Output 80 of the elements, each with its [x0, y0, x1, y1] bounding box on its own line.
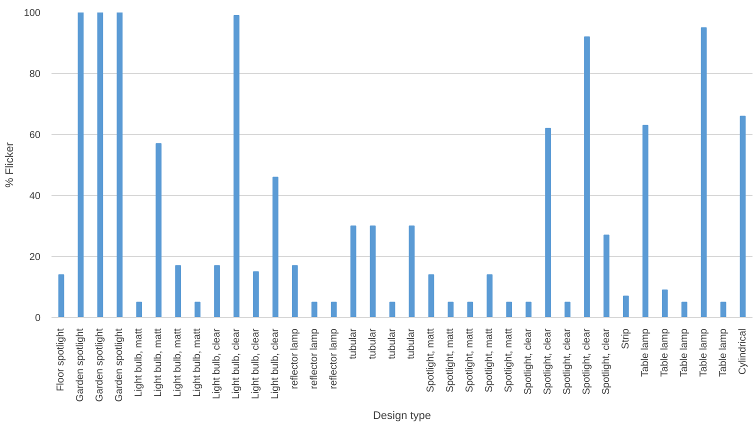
bar	[350, 226, 356, 318]
x-tick-label: Light bulb, clear	[212, 328, 223, 400]
bar	[370, 226, 376, 318]
bar	[604, 234, 610, 318]
y-tick-label: 0	[34, 313, 41, 324]
x-tick-label: Spotlight, clear	[562, 328, 574, 395]
bar	[389, 302, 396, 318]
x-tick-label: tubular	[406, 328, 418, 360]
bar	[584, 36, 590, 318]
x-tick-label: Spotlight, matt	[464, 328, 476, 392]
x-tick-label: Spotlight, matt	[426, 328, 437, 392]
x-tick-label: reflector lamp	[328, 328, 340, 390]
bar	[681, 302, 688, 318]
bar	[564, 302, 570, 318]
bar	[58, 274, 64, 318]
bar	[311, 302, 318, 318]
bar	[448, 302, 454, 318]
y-tick-label: 20	[29, 252, 41, 263]
x-tick-label: Strip	[620, 328, 632, 350]
bar	[720, 302, 726, 318]
bar	[622, 296, 629, 318]
bar	[156, 143, 162, 318]
bar	[642, 124, 648, 318]
x-tick-label: Spotlight, clear	[581, 328, 592, 395]
bar	[234, 15, 240, 318]
bar	[740, 116, 746, 318]
x-tick-label: Table lamp	[678, 328, 690, 377]
y-tick-label: 40	[29, 191, 41, 202]
x-tick-label: tubular	[348, 328, 359, 360]
bar	[253, 271, 259, 318]
bar	[506, 302, 512, 318]
bar	[136, 302, 142, 318]
x-tick-label: Light bulb, matt	[172, 328, 184, 397]
bar	[700, 27, 707, 318]
x-axis-title: Design type	[372, 410, 432, 422]
x-tick-label: Table lamp	[718, 328, 729, 377]
x-tick-label: Garden spotlight	[75, 328, 86, 402]
bar	[194, 302, 200, 318]
bar	[526, 302, 532, 318]
bar	[214, 265, 220, 318]
bar	[467, 302, 474, 318]
bar	[292, 265, 298, 318]
x-tick-label: Garden spotlight	[114, 328, 126, 402]
x-tick-label: Garden spotlight	[94, 328, 106, 402]
y-tick-label: 80	[29, 69, 41, 80]
x-tick-label: Light bulb, matt	[153, 328, 164, 397]
x-tick-label: Light bulb, clear	[270, 328, 281, 400]
bar	[78, 12, 84, 318]
x-tick-label: reflector lamp	[308, 328, 320, 390]
y-axis-title: % Flicker	[4, 142, 16, 188]
bar	[175, 265, 182, 318]
bar	[330, 302, 337, 318]
x-tick-label: Spotlight, clear	[600, 328, 612, 395]
bar	[545, 128, 551, 318]
x-tick-label: Spotlight, matt	[445, 328, 456, 392]
x-tick-label: Table lamp	[640, 328, 651, 377]
x-tick-label: Light bulb, clear	[230, 328, 242, 400]
x-tick-label: Spotlight, clear	[542, 328, 554, 395]
bar	[428, 274, 434, 318]
x-tick-label: Light bulb, matt	[134, 328, 145, 397]
x-tick-label: tubular	[367, 328, 378, 360]
x-tick-label: Table lamp	[698, 328, 710, 377]
bar	[272, 176, 278, 318]
x-tick-label: Cylindrical	[737, 328, 748, 375]
bar	[116, 12, 123, 318]
bar	[662, 290, 668, 318]
y-tick-label: 60	[29, 130, 41, 141]
x-tick-label: Table lamp	[659, 328, 670, 377]
x-tick-label: Spotlight, clear	[523, 328, 534, 395]
x-tick-label: Light bulb, matt	[192, 328, 204, 397]
bar	[97, 12, 104, 318]
bar	[408, 226, 415, 318]
y-tick-label: 100	[24, 8, 41, 19]
x-tick-label: Light bulb, clear	[250, 328, 262, 400]
x-tick-label: Spotlight, matt	[504, 328, 515, 392]
x-tick-label: Floor spotlight	[56, 328, 67, 392]
x-tick-label: reflector lamp	[289, 328, 300, 390]
bar	[486, 274, 493, 318]
x-tick-label: Spotlight, matt	[484, 328, 496, 392]
x-tick-label: tubular	[386, 328, 398, 360]
